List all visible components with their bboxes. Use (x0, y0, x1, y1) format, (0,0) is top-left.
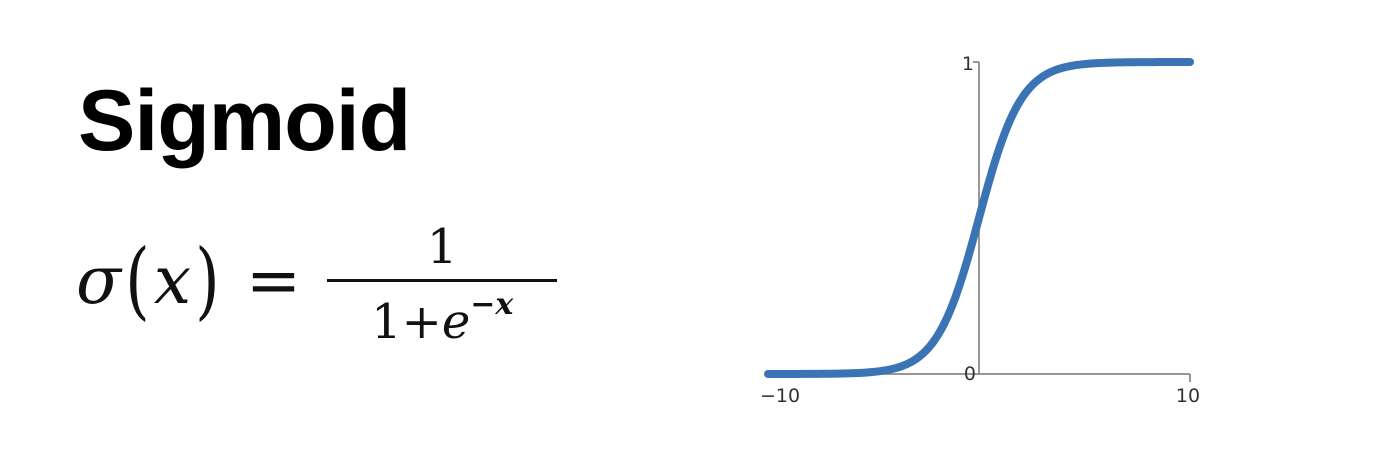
slide-title: Sigmoid (78, 73, 411, 169)
formula-denominator-exponent: −x (470, 286, 514, 322)
formula-fraction: 1 1+e−x (327, 218, 558, 346)
x-tick-label-max: 10 (1176, 385, 1200, 407)
formula-open-paren: ( (125, 231, 150, 329)
sigmoid-chart: −10 10 0 1 (760, 53, 1200, 407)
formula-variable: x (153, 241, 192, 319)
sigmoid-curve (764, 58, 1194, 378)
formula-denominator-e: e (441, 293, 471, 350)
formula-close-paren: ) (195, 231, 220, 329)
formula-denominator: 1+e−x (371, 282, 513, 346)
formula-fraction-bar (327, 278, 558, 282)
sigmoid-formula: σ ( x ) = 1 1+e−x (76, 210, 558, 350)
formula-equals: = (245, 241, 302, 319)
x-tick-label-min: −10 (760, 385, 800, 407)
formula-numerator: 1 (426, 218, 458, 275)
y-tick-label-max: 1 (962, 53, 974, 75)
formula-sigma: σ (76, 241, 122, 319)
formula-denominator-base: 1+ (371, 293, 442, 350)
y-tick-label-min: 0 (964, 363, 976, 385)
